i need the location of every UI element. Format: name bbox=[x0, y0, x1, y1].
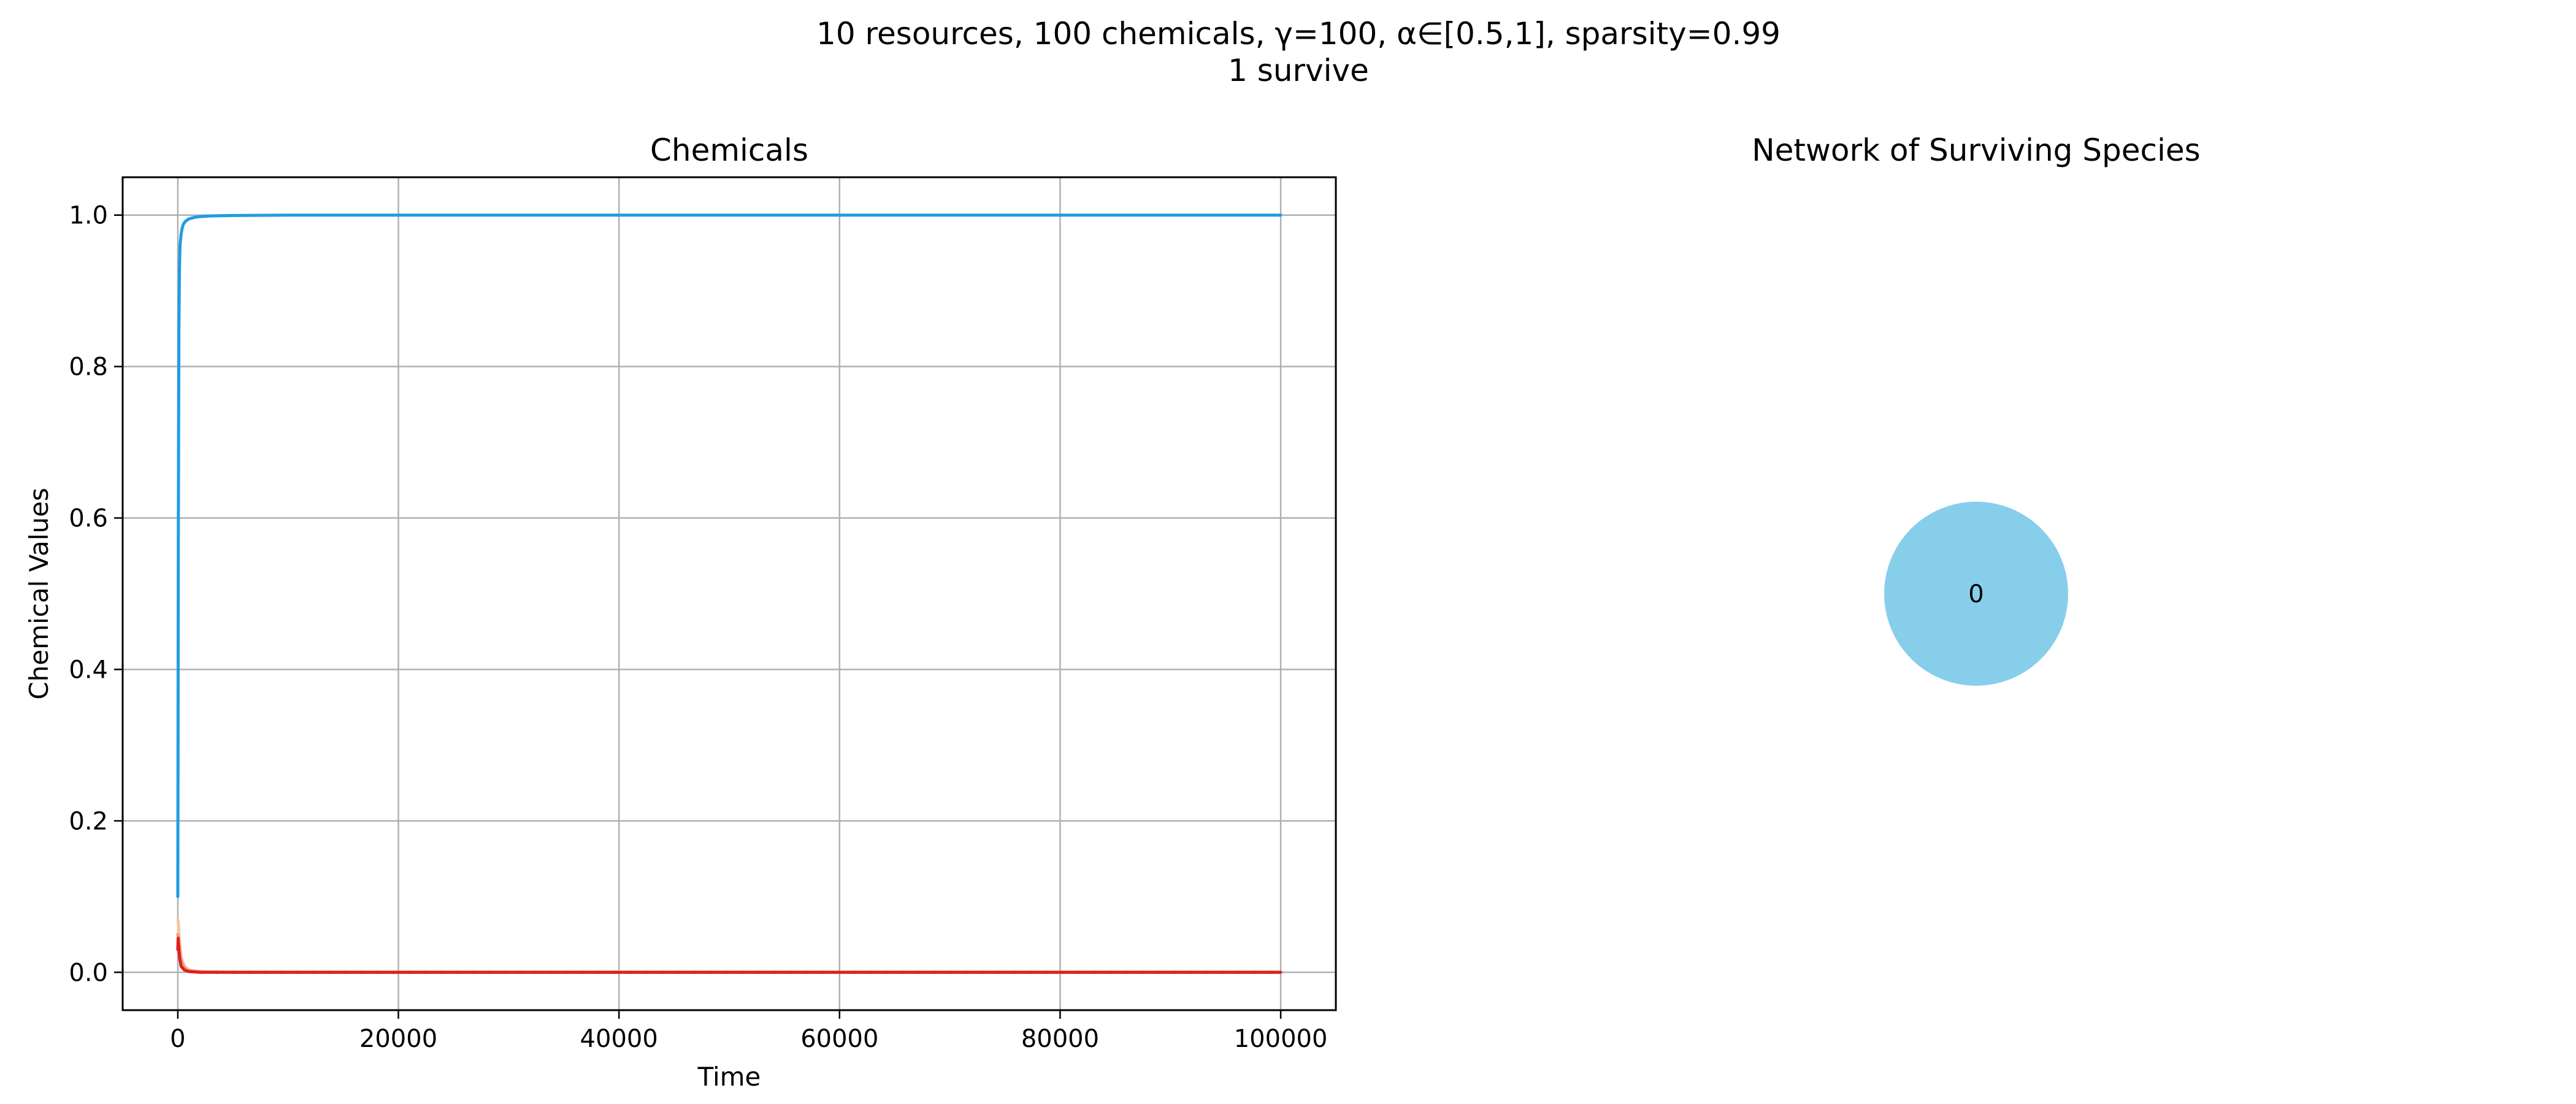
x-tick-label: 0 bbox=[170, 1025, 185, 1053]
network-title: Network of Surviving Species bbox=[1752, 132, 2200, 168]
y-tick-label: 0.2 bbox=[69, 807, 108, 835]
network-node bbox=[1884, 502, 2068, 686]
chemicals-chart-xlabel: Time bbox=[697, 1062, 761, 1092]
network-panel: Network of Surviving Species 0 bbox=[1752, 132, 2201, 686]
chemicals-chart: Chemicals 0 20000 40000 60000 80000 100000 0.… bbox=[24, 132, 1337, 1092]
chemical-series-line bbox=[176, 213, 1282, 899]
chemicals-chart-frame bbox=[121, 176, 1337, 1011]
x-tick-label: 20000 bbox=[359, 1025, 437, 1053]
suptitle-line1: 10 resources, 100 chemicals, γ=100, α∈[0… bbox=[816, 16, 1781, 52]
x-tick-label: 60000 bbox=[800, 1025, 878, 1053]
y-tick-label: 0.0 bbox=[69, 959, 108, 987]
x-tick-label: 40000 bbox=[580, 1025, 658, 1053]
chemicals-chart-y-ticks: 0.0 0.2 0.4 0.6 0.8 1.0 bbox=[69, 202, 123, 987]
y-tick-label: 0.8 bbox=[69, 353, 108, 381]
y-tick-label: 0.4 bbox=[69, 656, 108, 684]
chemicals-chart-x-ticks: 0 20000 40000 60000 80000 100000 bbox=[170, 1010, 1327, 1053]
chemicals-chart-ylabel: Chemical Values bbox=[24, 488, 54, 699]
network-node-label: 0 bbox=[1968, 580, 1984, 608]
x-tick-label: 80000 bbox=[1021, 1025, 1099, 1053]
y-tick-label: 0.6 bbox=[69, 505, 108, 533]
chemicals-chart-series bbox=[176, 213, 1282, 974]
x-tick-label: 100000 bbox=[1234, 1025, 1328, 1053]
network-nodes: 0 bbox=[1884, 502, 2068, 686]
y-tick-label: 1.0 bbox=[69, 202, 108, 230]
chemicals-chart-title: Chemicals bbox=[650, 132, 808, 168]
suptitle-line2: 1 survive bbox=[1228, 53, 1369, 88]
